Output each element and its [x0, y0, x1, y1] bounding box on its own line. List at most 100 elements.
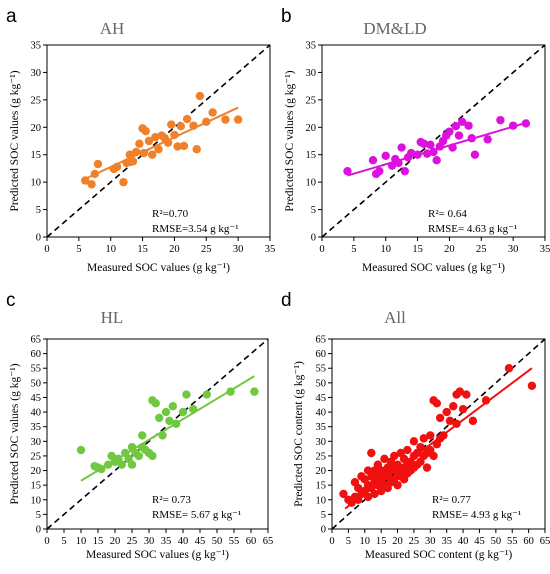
chart-3-y-tick-label-2: 10	[316, 495, 327, 506]
chart-2: c HL 0 5 10 15 20 25 30 35 40 45 50 55 60 65 0 5 10 15 20 25 3…	[6, 290, 273, 561]
chart-2-r2-label: R²= 0.73	[152, 494, 191, 506]
chart-2-point-21	[151, 399, 160, 408]
chart-0-x-tick-label-1: 5	[76, 244, 81, 255]
chart-2-rmse-label: RMSE= 5.67 g kg⁻¹	[152, 509, 241, 521]
chart-3-y-tick-label-0: 0	[321, 525, 326, 536]
chart-0-point-15	[144, 136, 154, 146]
chart-2-y-tick-label-3: 15	[31, 481, 42, 492]
chart-3-y-axis-label: Predicted SOC content (g kg⁻¹)	[293, 361, 305, 507]
chart-3-point-82	[504, 364, 514, 373]
chart-3-point-17	[370, 489, 379, 499]
chart-3-x-tick-label-3: 15	[376, 536, 387, 547]
chart-2-panel-letter: c	[6, 290, 16, 311]
chart-3-y-tick-label-3: 15	[316, 481, 327, 492]
chart-1-point-31	[496, 115, 505, 125]
chart-0-x-tick-label-5: 25	[201, 244, 212, 255]
chart-1-point-26	[457, 117, 467, 127]
chart-1-fit-line	[347, 121, 527, 177]
chart-0-x-tick-label-3: 15	[137, 244, 148, 255]
chart-3-x-tick-label-12: 60	[523, 536, 534, 547]
chart-3-y-tick-label-6: 30	[316, 437, 327, 448]
chart-0-point-14	[141, 126, 150, 136]
chart-0-point-3	[93, 159, 103, 169]
chart-0-one-to-one-line	[46, 44, 271, 238]
chart-3-point-60	[419, 434, 428, 443]
chart-1-point-29	[470, 150, 480, 159]
chart-2-x-tick-label-12: 60	[246, 536, 257, 547]
chart-0-rmse-label: RMSE=3.54 g kg⁻¹	[152, 223, 239, 235]
chart-3-y-tick-label-8: 40	[316, 408, 327, 419]
chart-0-r2-label: R²=0.70	[152, 208, 189, 220]
chart-1-x-tick-label-7: 35	[540, 244, 550, 255]
chart-2-point-11	[127, 460, 137, 469]
chart-3-point-81	[481, 396, 491, 405]
chart-2-point-33	[250, 387, 259, 396]
chart-3-one-to-one-line	[331, 338, 546, 530]
chart-3-y-tick-label-12: 60	[316, 349, 327, 360]
chart-0-x-tick-label-2: 10	[105, 244, 116, 255]
chart-3-r2-label: R²= 0.77	[432, 494, 471, 506]
chart-3-x-tick-label-4: 20	[392, 536, 403, 547]
chart-3-point-64	[426, 431, 435, 440]
chart-1-y-tick-label-3: 15	[306, 150, 317, 161]
chart-0-point-29	[192, 145, 201, 154]
chart-1-point-16	[426, 140, 435, 150]
chart-0-point-1	[87, 180, 96, 189]
chart-1-point-27	[464, 121, 473, 130]
chart-2-point-19	[148, 451, 157, 461]
chart-0-point-30	[195, 91, 205, 101]
chart-3: d All 0 5 10 15 20 25 30 35 40 45 50 55 60 65 0 5 10 15 20 25…	[281, 290, 550, 561]
chart-3-point-80	[468, 416, 478, 426]
chart-0-y-axis-label: Predicted SOC values (g kg⁻¹)	[9, 70, 21, 211]
chart-1-panel-letter: b	[281, 6, 292, 27]
chart-2-x-axis-label: Measured SOC values (g kg⁻¹)	[86, 549, 229, 561]
chart-2-y-tick-label-11: 55	[31, 364, 42, 375]
chart-0-point-16	[147, 150, 157, 159]
chart-3-point-68	[432, 399, 442, 408]
chart-1-point-25	[454, 131, 464, 140]
chart-2-y-tick-label-13: 65	[31, 335, 42, 346]
chart-2-fit-line	[80, 375, 255, 482]
chart-3-x-tick-label-6: 30	[425, 536, 436, 547]
chart-3-point-0	[339, 489, 348, 499]
chart-1: b DM&LD 0 5 10 15 20 25 30 35 0 5 10 15 20 25 30 35 Measur…	[281, 6, 550, 274]
chart-2-point-31	[202, 390, 211, 399]
chart-0-fit-line	[84, 106, 239, 180]
chart-0-point-17	[151, 132, 160, 142]
chart-0-x-tick-label-7: 35	[265, 244, 276, 255]
chart-3-y-tick-label-1: 5	[321, 510, 326, 521]
chart-3-rmse-label: RMSE= 4.93 g kg⁻¹	[432, 509, 521, 521]
chart-0-point-18	[154, 145, 163, 154]
chart-3-panel-letter: d	[281, 290, 292, 311]
chart-0-point-9	[128, 157, 138, 166]
chart-2-y-tick-label-12: 60	[31, 349, 42, 360]
chart-1-point-14	[419, 139, 429, 148]
chart-2-y-tick-label-9: 45	[31, 393, 42, 404]
chart-1-point-30	[483, 135, 492, 144]
chart-3-point-11	[363, 492, 373, 502]
chart-3-x-tick-label-10: 50	[491, 536, 502, 547]
chart-2-x-tick-label-5: 25	[127, 536, 138, 547]
chart-2-x-tick-label-6: 30	[144, 536, 155, 547]
chart-0-y-tick-label-1: 5	[36, 205, 41, 216]
chart-0-panel-letter: a	[6, 6, 17, 27]
chart-1-y-tick-label-0: 0	[311, 233, 316, 244]
chart-2-point-29	[182, 390, 191, 399]
chart-1-y-tick-label-4: 20	[306, 123, 317, 134]
chart-1-x-tick-label-0: 0	[319, 244, 324, 255]
chart-0-plot-frame	[46, 44, 271, 238]
chart-1-y-tick-label-6: 30	[306, 68, 317, 79]
chart-1-point-22	[445, 127, 454, 136]
chart-3-plot-frame	[331, 338, 546, 530]
chart-2-x-tick-label-0: 0	[44, 536, 49, 547]
chart-0-title: AH	[100, 19, 125, 38]
chart-0-point-32	[208, 108, 217, 117]
chart-0-point-33	[221, 115, 230, 124]
chart-0-y-tick-label-5: 25	[31, 95, 42, 106]
chart-3-fit-line	[344, 367, 533, 510]
chart-3-point-83	[527, 381, 537, 390]
chart-3-y-tick-label-13: 65	[316, 335, 327, 346]
chart-3-x-tick-label-8: 40	[458, 536, 469, 547]
